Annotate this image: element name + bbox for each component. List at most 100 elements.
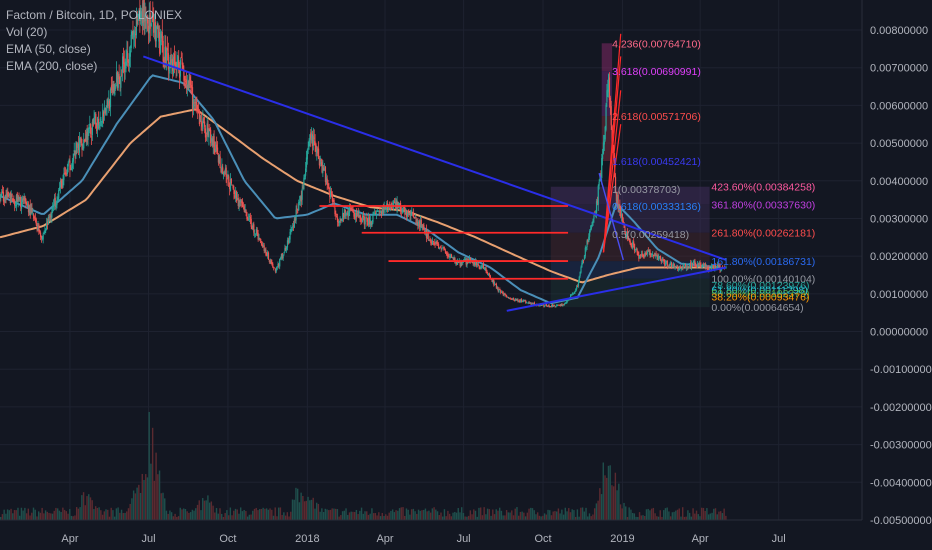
candle-body (104, 109, 106, 114)
candle-body (182, 62, 184, 69)
volume-bar (704, 510, 706, 520)
candle-body (361, 220, 363, 222)
candle-body (589, 228, 592, 231)
candle-body (432, 241, 434, 242)
candle-body (336, 216, 338, 217)
candle-body (545, 304, 547, 306)
symbol-title[interactable]: Factom / Bitcoin, 1D, POLONIEX (6, 8, 183, 22)
volume-bar (359, 510, 361, 520)
volume-bar (212, 505, 214, 520)
candle-body (616, 196, 618, 202)
volume-bar (55, 507, 57, 520)
volume-bar (82, 492, 85, 520)
candle-body (47, 216, 49, 224)
volume-bar (291, 499, 294, 520)
candle-body (602, 142, 605, 154)
volume-bar (628, 507, 630, 520)
volume-bar (331, 508, 333, 520)
volume-bar (153, 480, 156, 520)
candle-body (506, 296, 508, 298)
candle-body (27, 203, 29, 207)
candle-body (668, 265, 670, 268)
candle-body (538, 305, 541, 307)
candle-body (174, 61, 176, 65)
candle-body (165, 46, 167, 64)
volume-bar (452, 512, 454, 520)
volume-bar (580, 507, 582, 520)
volume-bar (621, 508, 623, 520)
candle-body (439, 247, 441, 249)
candle-body (406, 211, 408, 217)
candle-body (361, 215, 364, 223)
indicator-ema200[interactable]: EMA (200, close) (6, 59, 98, 73)
candle-body (607, 89, 609, 93)
volume-bar (290, 511, 292, 520)
candle-body (14, 204, 17, 207)
candle-body (249, 216, 251, 220)
candle-body (7, 191, 9, 196)
candle-body (520, 299, 523, 303)
candle-body (559, 304, 561, 306)
volume-bar (631, 512, 634, 520)
candle-body (126, 50, 128, 58)
volume-bar (497, 510, 499, 520)
candle-body (273, 267, 276, 269)
candle-body (199, 116, 201, 122)
volume-bar (329, 509, 332, 520)
volume-bar (183, 508, 185, 520)
price-axis-panel (862, 0, 932, 550)
candle-body (86, 131, 88, 143)
volume-bar (661, 516, 663, 520)
candle-body (23, 197, 25, 200)
candle-body (588, 236, 590, 242)
candle-body (437, 243, 439, 245)
candle-body (93, 117, 95, 124)
volume-bar (447, 510, 449, 520)
volume-bar (322, 512, 325, 520)
candle-body (8, 195, 10, 197)
fib-zone-100 (550, 278, 710, 308)
volume-bar (224, 513, 226, 520)
indicator-ema50[interactable]: EMA (50, close) (6, 42, 91, 56)
candle-body (334, 207, 336, 215)
volume-bar (405, 508, 408, 520)
candle-body (425, 229, 427, 233)
volume-bar (340, 515, 342, 520)
volume-bar (583, 511, 585, 520)
candle-body (202, 118, 204, 130)
candle-body (526, 302, 529, 304)
candle-body (72, 153, 74, 162)
volume-bar (533, 510, 535, 520)
fib-zones (550, 43, 710, 308)
candle-body (542, 304, 544, 306)
candle-body (347, 212, 349, 217)
candle-body (517, 299, 519, 302)
volume-bar (39, 512, 42, 520)
volume-bar (595, 503, 598, 520)
volume-bar (196, 504, 199, 520)
volume-bar (372, 513, 375, 520)
volume-bar (24, 507, 26, 520)
fib-extension-label: 4.236(0.00764710) (612, 38, 701, 50)
candle-body (707, 268, 709, 269)
candle-body (52, 206, 54, 213)
candle-body (448, 256, 450, 258)
candle-body (5, 193, 7, 199)
volume-bar (314, 508, 316, 520)
candle-body (580, 267, 582, 273)
volume-bar (70, 515, 73, 520)
candle-body (421, 224, 423, 229)
candle-body (513, 298, 515, 300)
candle-body (224, 168, 226, 174)
indicator-volume[interactable]: Vol (20) (6, 25, 48, 39)
candle-body (352, 209, 354, 213)
candle-body (549, 306, 551, 308)
candle-body (456, 261, 459, 265)
candle-body (18, 196, 20, 200)
candle-body (713, 265, 715, 270)
candle-body (346, 211, 348, 213)
volume-bar (136, 487, 138, 520)
candle-body (105, 107, 107, 112)
volume-bar (581, 507, 584, 520)
